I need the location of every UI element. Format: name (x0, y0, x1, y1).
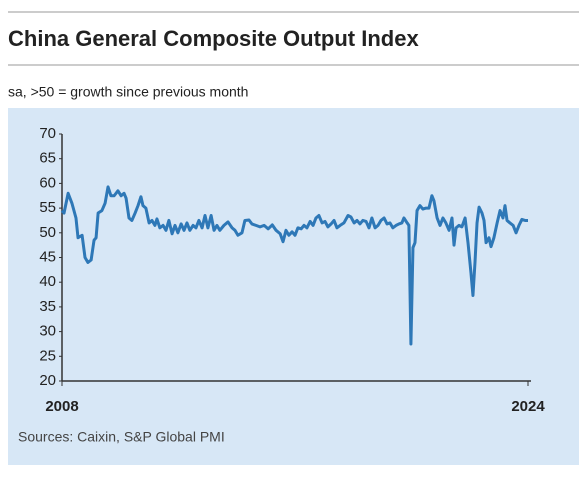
y-tick-label: 35 (39, 298, 56, 315)
plot-panel (8, 108, 579, 465)
y-tick-label: 40 (39, 273, 56, 290)
line-series (60, 185, 528, 346)
y-tick-label: 25 (39, 347, 56, 364)
y-tick-label: 45 (39, 248, 56, 265)
y-tick-label: 60 (39, 174, 56, 191)
source: Sources: Caixin, S&P Global PMI (18, 429, 225, 445)
chart-subtitle: sa, >50 = growth since previous month (8, 84, 248, 100)
y-tick-label: 65 (39, 150, 56, 167)
y-tick-label: 30 (39, 323, 56, 340)
y-tick-label: 55 (39, 199, 56, 216)
y-tick-label: 70 (39, 125, 56, 142)
y-tick-label: 50 (39, 224, 56, 241)
y-tick-label: 20 (39, 372, 56, 389)
chart-title: China General Composite Output Index (8, 26, 419, 51)
x-tick-label: 2008 (45, 398, 78, 415)
x-tick-label: 2024 (511, 398, 545, 415)
